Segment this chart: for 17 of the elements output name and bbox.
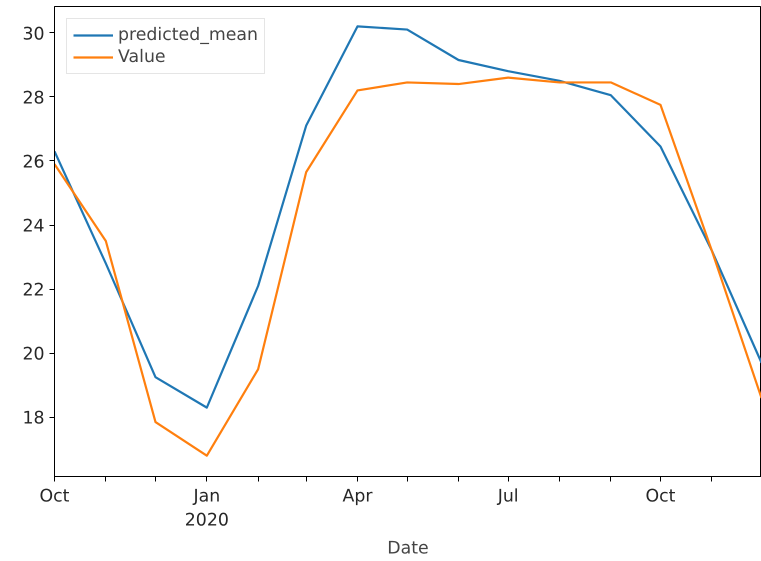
y-tick-label: 22	[22, 280, 45, 301]
x-tick-label: Jul	[496, 486, 519, 506]
x-tick-label: Jan 2020	[184, 486, 229, 530]
y-tick-label: 24	[22, 216, 45, 236]
x-tick-label: Oct	[646, 486, 676, 506]
y-tick-label: 30	[22, 24, 45, 44]
line-series	[54, 76, 761, 457]
x-tick-label: Oct	[40, 486, 70, 506]
y-tick-label: 18	[22, 408, 45, 429]
y-tick-label: 26	[22, 152, 45, 172]
y-tick-label: 28	[22, 88, 45, 108]
legend-label: Value	[118, 47, 166, 67]
line-series	[54, 25, 761, 409]
legend-label: predicted_mean	[118, 25, 258, 45]
y-tick-label: 20	[22, 344, 45, 365]
x-axis-title: Date	[387, 538, 429, 558]
x-tick-label: Apr	[342, 486, 374, 506]
